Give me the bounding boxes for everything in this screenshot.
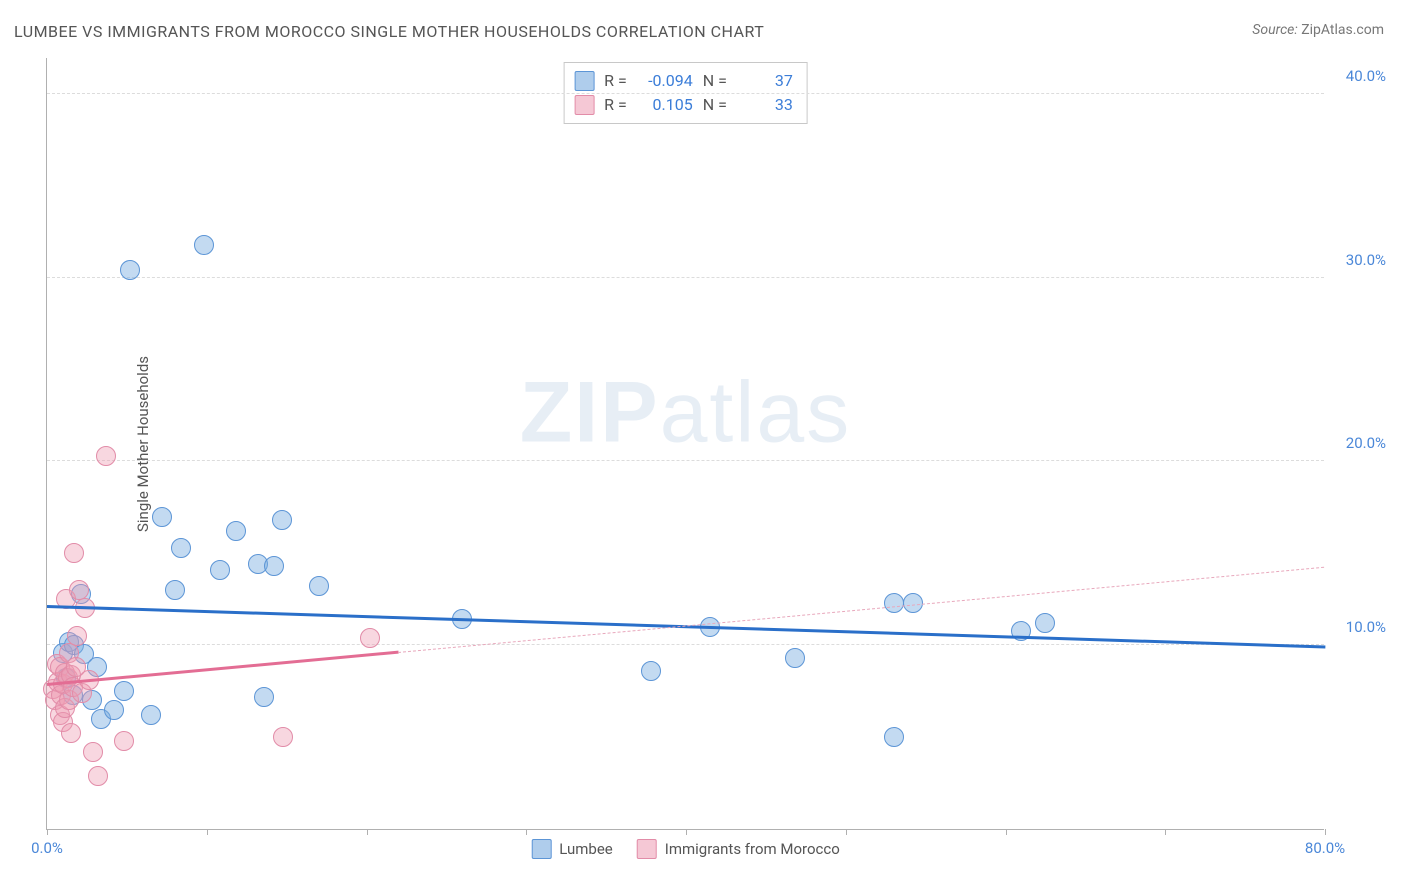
x-tick (1165, 829, 1166, 835)
data-point-lumbee (114, 681, 134, 701)
data-point-lumbee (141, 705, 161, 725)
data-point-morocco (67, 626, 87, 646)
swatch-blue-icon (531, 839, 551, 859)
y-tick-label: 20.0% (1346, 434, 1386, 452)
data-point-lumbee (152, 507, 172, 527)
legend-item-morocco: Immigrants from Morocco (637, 839, 840, 859)
y-tick-label: 30.0% (1346, 251, 1386, 269)
data-point-lumbee (120, 260, 140, 280)
source-attribution: Source: ZipAtlas.com (1252, 22, 1384, 38)
data-point-lumbee (226, 521, 246, 541)
data-point-lumbee (884, 593, 904, 613)
swatch-pink-icon (637, 839, 657, 859)
n-label: N = (703, 69, 727, 93)
x-tick (526, 829, 527, 835)
r-label: R = (604, 93, 627, 117)
data-point-lumbee (165, 580, 185, 600)
data-point-lumbee (272, 510, 292, 530)
data-point-morocco (64, 543, 84, 563)
data-point-lumbee (104, 700, 124, 720)
legend-row-lumbee: R = -0.094 N = 37 (574, 69, 793, 93)
legend-label: Immigrants from Morocco (665, 840, 840, 858)
watermark: ZIPatlas (520, 363, 851, 462)
x-tick (846, 829, 847, 835)
legend-row-morocco: R = 0.105 N = 33 (574, 93, 793, 117)
scatter-plot-area: Single Mother Households ZIPatlas R = -0… (46, 58, 1324, 830)
chart-title: LUMBEE VS IMMIGRANTS FROM MOROCCO SINGLE… (14, 22, 764, 41)
gridline (47, 460, 1324, 461)
source-value: ZipAtlas.com (1301, 22, 1384, 38)
x-tick (1006, 829, 1007, 835)
watermark-bold: ZIP (520, 364, 660, 460)
data-point-morocco (114, 731, 134, 751)
x-tick-label: 0.0% (31, 839, 63, 857)
series-legend: Lumbee Immigrants from Morocco (531, 839, 840, 859)
y-tick-label: 40.0% (1346, 67, 1386, 85)
data-point-morocco (360, 628, 380, 648)
data-point-lumbee (264, 556, 284, 576)
data-point-lumbee (171, 538, 191, 558)
data-point-morocco (88, 766, 108, 786)
data-point-lumbee (1035, 613, 1055, 633)
x-tick-label: 80.0% (1305, 839, 1345, 857)
gridline (47, 277, 1324, 278)
n-value: 33 (737, 93, 793, 117)
legend-label: Lumbee (559, 840, 613, 858)
data-point-lumbee (254, 687, 274, 707)
x-tick (207, 829, 208, 835)
data-point-lumbee (210, 560, 230, 580)
data-point-lumbee (785, 648, 805, 668)
gridline (47, 93, 1324, 94)
data-point-morocco (69, 580, 89, 600)
data-point-lumbee (309, 576, 329, 596)
data-point-morocco (83, 742, 103, 762)
r-value: -0.094 (637, 69, 693, 93)
y-axis-label: Single Mother Households (134, 355, 152, 531)
data-point-lumbee (194, 235, 214, 255)
swatch-pink-icon (574, 95, 594, 115)
source-label: Source: (1252, 22, 1297, 38)
data-point-morocco (273, 727, 293, 747)
x-tick (1325, 829, 1326, 835)
gridline (47, 644, 1324, 645)
r-value: 0.105 (637, 93, 693, 117)
trendline-lumbee (47, 605, 1325, 648)
data-point-morocco (61, 723, 81, 743)
x-tick (367, 829, 368, 835)
n-value: 37 (737, 69, 793, 93)
watermark-light: atlas (660, 364, 852, 460)
data-point-morocco (96, 446, 116, 466)
legend-item-lumbee: Lumbee (531, 839, 613, 859)
x-tick (47, 829, 48, 835)
data-point-lumbee (884, 727, 904, 747)
y-tick-label: 10.0% (1346, 618, 1386, 636)
x-tick (686, 829, 687, 835)
data-point-lumbee (641, 661, 661, 681)
n-label: N = (703, 93, 727, 117)
swatch-blue-icon (574, 71, 594, 91)
r-label: R = (604, 69, 627, 93)
